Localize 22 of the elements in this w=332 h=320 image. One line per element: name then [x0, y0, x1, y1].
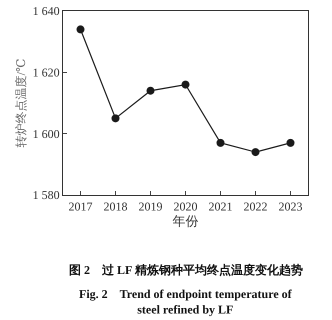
- point: [146, 86, 154, 95]
- x-axis-title: 年份: [172, 213, 198, 228]
- y-tick-label: 1 640: [32, 4, 60, 18]
- x-tick-label: 2023: [278, 199, 302, 214]
- point: [76, 25, 84, 34]
- y-tick-label: 1 620: [32, 66, 60, 80]
- x-tick-label: 2019: [138, 199, 162, 214]
- y-tick-label: 1 580: [32, 188, 60, 202]
- text: Fig. 2 Trend of endpoint temperature of steel refined by LF: [79, 287, 293, 317]
- point: [252, 148, 260, 156]
- point: [182, 80, 190, 89]
- y-tick-label: 1 600: [32, 126, 60, 141]
- x-tick-label: 2017: [68, 199, 92, 214]
- x-tick-label: 2020: [174, 199, 198, 214]
- text: 图 2 过 LF 精炼钢种平均终点温度变化趋势: [69, 263, 303, 277]
- point: [216, 138, 224, 147]
- x-tick-label: 2021: [208, 199, 232, 214]
- point: [112, 114, 120, 122]
- y-axis-title: 转炉终点温度/℃: [14, 58, 28, 148]
- point: [286, 138, 294, 147]
- x-tick-label: 2022: [244, 199, 268, 214]
- x-tick-label: 2018: [104, 199, 128, 214]
